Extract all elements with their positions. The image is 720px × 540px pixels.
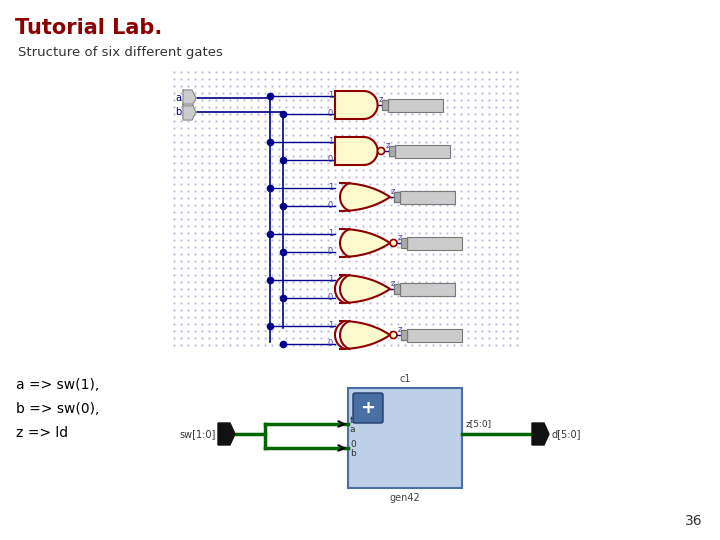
Text: 0: 0	[350, 440, 356, 449]
Text: d[5:0]: d[5:0]	[552, 429, 582, 439]
Text: 1: 1	[328, 184, 333, 192]
Text: t: t	[350, 416, 354, 425]
Text: a: a	[350, 425, 356, 434]
Bar	[407, 237, 462, 249]
Circle shape	[390, 240, 397, 246]
FancyBboxPatch shape	[353, 393, 383, 423]
Text: 0: 0	[328, 201, 333, 211]
Polygon shape	[364, 91, 377, 119]
Text: +: +	[361, 399, 376, 417]
Text: b => sw(0),: b => sw(0),	[16, 402, 99, 416]
Text: z[5:0]: z[5:0]	[466, 419, 492, 428]
Bar	[387, 98, 443, 111]
Text: z: z	[379, 96, 383, 105]
Text: a => sw(1),: a => sw(1),	[16, 378, 99, 392]
Polygon shape	[340, 275, 390, 303]
Polygon shape	[340, 229, 390, 257]
Text: 0: 0	[328, 110, 333, 118]
Text: sw[1:0]: sw[1:0]	[179, 429, 216, 439]
Text: b: b	[350, 449, 356, 458]
Text: 0: 0	[328, 294, 333, 302]
Text: xnor_gate: xnor_gate	[409, 330, 454, 340]
Text: 0: 0	[328, 156, 333, 165]
Polygon shape	[340, 183, 390, 211]
Text: or_gate: or_gate	[402, 192, 436, 201]
Text: z: z	[391, 187, 395, 197]
Polygon shape	[335, 91, 364, 119]
Text: 1: 1	[328, 275, 333, 285]
Text: 1: 1	[328, 91, 333, 100]
Text: 1: 1	[328, 138, 333, 146]
Polygon shape	[401, 238, 407, 248]
Polygon shape	[401, 330, 407, 340]
Text: 1: 1	[328, 321, 333, 330]
Polygon shape	[183, 104, 196, 120]
Text: 1: 1	[328, 230, 333, 239]
Text: a: a	[175, 93, 181, 103]
Circle shape	[377, 147, 384, 154]
Text: xor_gate: xor_gate	[402, 285, 441, 294]
Text: Tutorial Lab.: Tutorial Lab.	[15, 18, 162, 38]
Polygon shape	[364, 137, 377, 165]
Bar	[400, 282, 455, 295]
Text: z: z	[391, 280, 395, 288]
Polygon shape	[335, 137, 364, 165]
Text: and_gate: and_gate	[390, 100, 431, 110]
Polygon shape	[183, 90, 196, 106]
Text: z: z	[398, 233, 402, 242]
Text: nor_gate: nor_gate	[409, 239, 449, 247]
Polygon shape	[532, 423, 549, 445]
Text: 0: 0	[328, 340, 333, 348]
Text: 0: 0	[328, 247, 333, 256]
Text: b: b	[175, 107, 181, 117]
Circle shape	[390, 332, 397, 339]
Polygon shape	[382, 100, 387, 110]
Bar	[407, 328, 462, 341]
Text: z: z	[398, 326, 402, 334]
Text: z => ld: z => ld	[16, 426, 68, 440]
Bar	[400, 191, 455, 204]
Bar	[395, 145, 449, 158]
Text: Structure of six different gates: Structure of six different gates	[18, 46, 223, 59]
Text: 36: 36	[685, 514, 703, 528]
Text: z: z	[386, 141, 390, 151]
Polygon shape	[340, 321, 390, 349]
Bar	[348, 388, 462, 488]
Polygon shape	[394, 192, 400, 202]
Polygon shape	[394, 284, 400, 294]
Text: gen42: gen42	[390, 493, 420, 503]
Polygon shape	[218, 423, 235, 445]
Text: c1: c1	[400, 374, 410, 384]
Text: nand_gate: nand_gate	[397, 146, 444, 156]
Polygon shape	[389, 146, 395, 156]
